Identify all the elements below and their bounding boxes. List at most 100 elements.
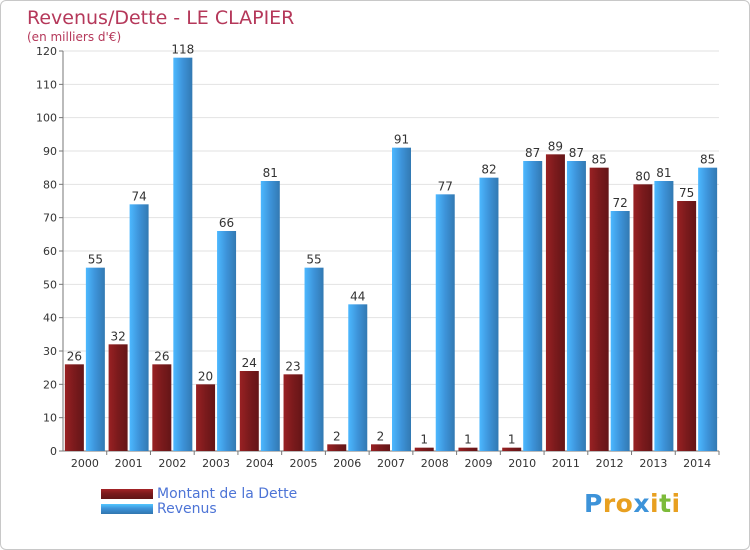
bar-revenus — [217, 231, 237, 451]
logo-letter: i — [671, 489, 681, 518]
x-tick-label: 2007 — [377, 457, 405, 470]
legend-swatch-revenus — [101, 504, 153, 514]
bar-dette — [283, 374, 303, 451]
data-label-revenus: 91 — [394, 133, 409, 147]
data-label-dette: 23 — [285, 359, 300, 373]
logo-letter: i — [650, 489, 660, 518]
y-tick-label: 110 — [36, 78, 57, 91]
bar-revenus — [566, 161, 586, 451]
data-label-revenus: 118 — [171, 43, 194, 57]
bar-dette — [502, 447, 522, 451]
x-tick-label: 2008 — [421, 457, 449, 470]
bar-revenus — [479, 177, 499, 451]
x-tick-label: 2011 — [552, 457, 580, 470]
bar-dette — [677, 201, 697, 451]
data-label-dette: 1 — [464, 433, 472, 447]
x-tick-label: 2006 — [333, 457, 361, 470]
bar-revenus — [129, 204, 149, 451]
x-tick-label: 2014 — [683, 457, 711, 470]
chart-subtitle: (en milliers d'€) — [27, 30, 122, 44]
data-label-revenus: 77 — [438, 179, 453, 193]
bar-dette — [327, 444, 347, 451]
bar-revenus — [260, 181, 280, 451]
x-tick-label: 2003 — [202, 457, 230, 470]
legend-swatch-dette — [101, 489, 153, 499]
data-label-revenus: 81 — [656, 166, 671, 180]
logo-letter: P — [584, 489, 603, 518]
data-label-dette: 1 — [420, 433, 428, 447]
bar-revenus — [348, 304, 368, 451]
x-tick-label: 2000 — [71, 457, 99, 470]
data-label-revenus: 82 — [481, 163, 496, 177]
bar-revenus — [85, 267, 105, 451]
data-label-dette: 2 — [333, 429, 341, 443]
x-tick-label: 2009 — [464, 457, 492, 470]
bar-revenus — [523, 161, 543, 451]
bar-chart: 0102030405060708090100110120200026552001… — [36, 43, 720, 470]
data-label-revenus: 87 — [569, 146, 584, 160]
bar-dette — [589, 167, 609, 451]
data-label-dette: 89 — [548, 139, 563, 153]
x-tick-label: 2005 — [290, 457, 318, 470]
proxiti-logo: Proxiti — [584, 489, 681, 518]
y-tick-label: 60 — [43, 245, 57, 258]
legend-label-revenus: Revenus — [157, 501, 217, 517]
data-label-revenus: 66 — [219, 216, 234, 230]
data-label-dette: 32 — [110, 329, 125, 343]
bar-revenus — [304, 267, 324, 451]
data-label-dette: 24 — [242, 356, 257, 370]
y-tick-label: 80 — [43, 178, 57, 191]
x-tick-label: 2012 — [596, 457, 624, 470]
bar-revenus — [392, 147, 411, 451]
data-label-dette: 85 — [592, 153, 607, 167]
y-tick-label: 70 — [43, 212, 57, 225]
data-label-dette: 2 — [377, 429, 385, 443]
bar-dette — [64, 364, 84, 451]
y-tick-label: 120 — [36, 45, 57, 58]
data-label-dette: 75 — [679, 186, 694, 200]
data-label-revenus: 74 — [131, 189, 146, 203]
y-tick-label: 90 — [43, 145, 57, 158]
data-label-revenus: 55 — [88, 253, 103, 267]
bar-dette — [196, 384, 216, 451]
x-tick-label: 2001 — [115, 457, 143, 470]
logo-letter: r — [602, 489, 616, 518]
data-label-dette: 80 — [635, 169, 650, 183]
data-label-dette: 26 — [154, 349, 169, 363]
y-tick-label: 40 — [43, 312, 57, 325]
bar-dette — [414, 447, 434, 451]
bar-dette — [152, 364, 172, 451]
legend-label-dette: Montant de la Dette — [157, 486, 298, 502]
x-tick-label: 2013 — [639, 457, 667, 470]
bar-dette — [458, 447, 478, 451]
x-tick-label: 2004 — [246, 457, 274, 470]
bar-revenus — [610, 211, 630, 451]
bar-revenus — [173, 57, 193, 452]
x-tick-label: 2002 — [158, 457, 186, 470]
bar-dette — [108, 344, 128, 451]
y-tick-label: 50 — [43, 278, 57, 291]
data-label-revenus: 81 — [263, 166, 278, 180]
y-tick-label: 30 — [43, 345, 57, 358]
data-label-dette: 26 — [67, 349, 82, 363]
y-tick-label: 100 — [36, 112, 57, 125]
y-tick-label: 10 — [43, 412, 57, 425]
bar-dette — [545, 154, 565, 452]
chart-title: Revenus/Dette - LE CLAPIER — [27, 7, 295, 29]
bar-revenus — [654, 181, 674, 451]
bar-dette — [371, 444, 390, 451]
data-label-dette: 20 — [198, 369, 213, 383]
logo-letter: o — [615, 489, 634, 518]
y-tick-label: 20 — [43, 378, 57, 391]
data-label-revenus: 55 — [306, 253, 321, 267]
data-label-revenus: 44 — [350, 289, 365, 303]
data-label-revenus: 85 — [700, 153, 715, 167]
logo-letter: x — [633, 489, 650, 518]
logo-letter: t — [659, 489, 672, 518]
data-label-revenus: 87 — [525, 146, 540, 160]
bar-dette — [633, 184, 653, 452]
bar-dette — [239, 371, 259, 451]
bar-revenus — [698, 167, 718, 451]
x-tick-label: 2010 — [508, 457, 536, 470]
